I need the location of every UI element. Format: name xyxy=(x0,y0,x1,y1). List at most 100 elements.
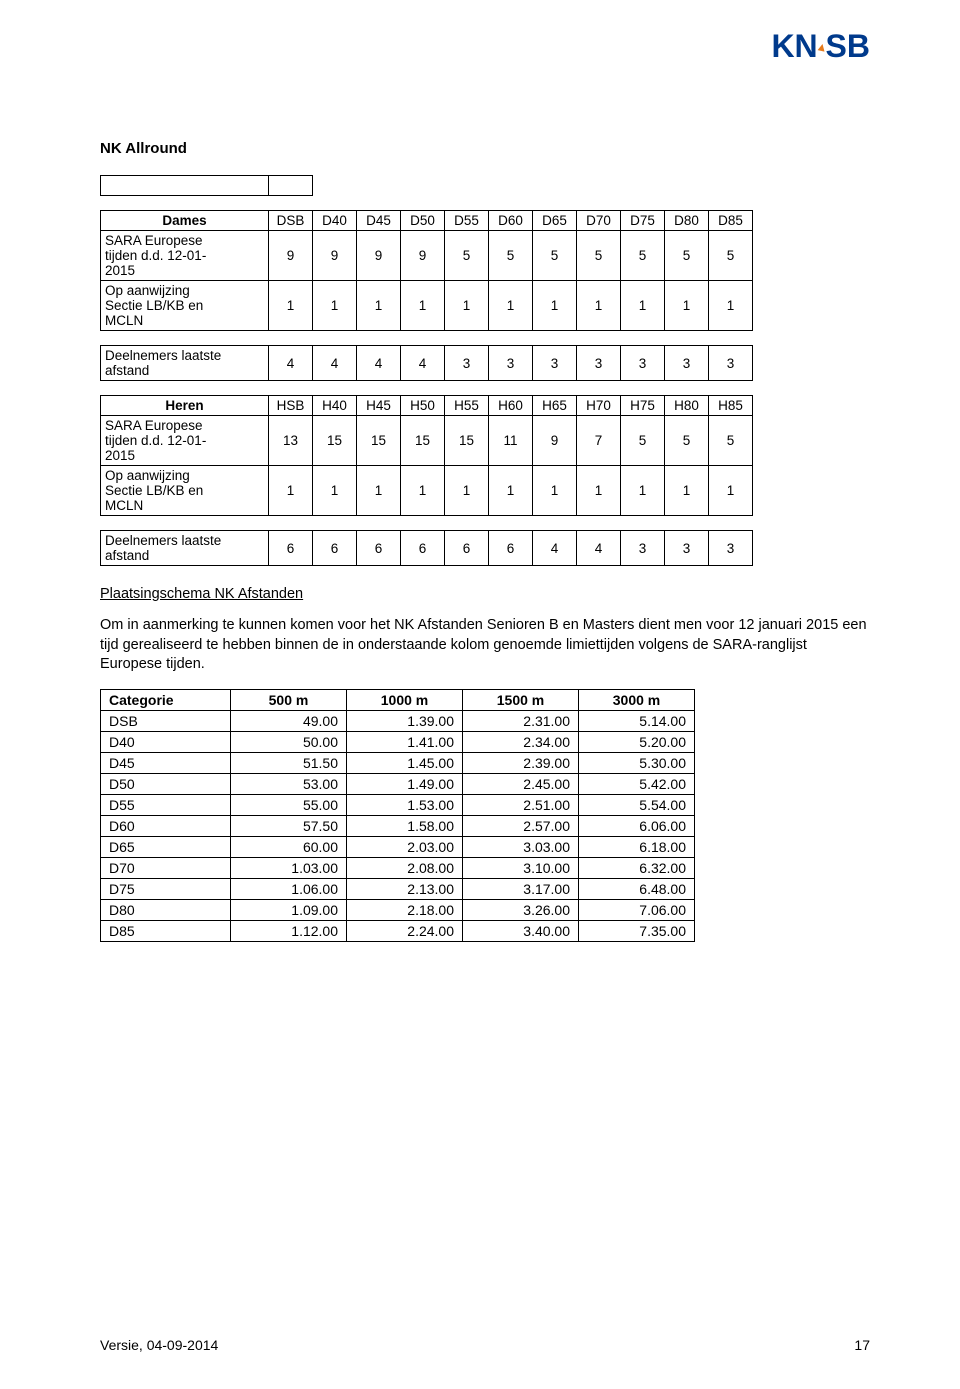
column-header: D65 xyxy=(533,211,577,231)
column-header: D45 xyxy=(357,211,401,231)
category-cell: D75 xyxy=(101,878,231,899)
time-cell: 2.57.00 xyxy=(463,815,579,836)
time-cell: 6.18.00 xyxy=(579,836,695,857)
table-cell: 6 xyxy=(401,531,445,566)
table-cell: 1 xyxy=(489,281,533,331)
heren-last-table: Deelnemers laatsteafstand66666644333 xyxy=(100,530,753,566)
table-cell: 1 xyxy=(533,466,577,516)
table-cell: 4 xyxy=(577,531,621,566)
time-cell: 3.26.00 xyxy=(463,899,579,920)
time-cell: 6.48.00 xyxy=(579,878,695,899)
column-header: D85 xyxy=(709,211,753,231)
category-cell: D60 xyxy=(101,815,231,836)
row-label: SARA Europesetijden d.d. 12-01-2015 xyxy=(101,231,269,281)
table-cell: 9 xyxy=(401,231,445,281)
time-cell: 50.00 xyxy=(231,731,347,752)
time-cell: 1.45.00 xyxy=(347,752,463,773)
column-header: H55 xyxy=(445,396,489,416)
column-header: H75 xyxy=(621,396,665,416)
table-cell: 1 xyxy=(401,281,445,331)
row-label: Deelnemers laatsteafstand xyxy=(101,531,269,566)
table-cell: 1 xyxy=(401,466,445,516)
table-cell: 1 xyxy=(577,281,621,331)
category-cell: D45 xyxy=(101,752,231,773)
time-cell: 2.08.00 xyxy=(347,857,463,878)
time-cell: 53.00 xyxy=(231,773,347,794)
logo: KN▲SB xyxy=(771,30,870,62)
table-cell: 3 xyxy=(709,346,753,381)
column-header: 1000 m xyxy=(347,689,463,710)
category-cell: D50 xyxy=(101,773,231,794)
table-cell: 1 xyxy=(709,466,753,516)
time-cell: 7.35.00 xyxy=(579,920,695,941)
category-cell: DSB xyxy=(101,710,231,731)
table-cell: 5 xyxy=(445,231,489,281)
time-cell: 5.30.00 xyxy=(579,752,695,773)
table-cell: 5 xyxy=(621,231,665,281)
table-cell: 3 xyxy=(533,346,577,381)
table-cell: 11 xyxy=(489,416,533,466)
table-cell: 4 xyxy=(269,346,313,381)
category-cell: D40 xyxy=(101,731,231,752)
time-cell: 1.03.00 xyxy=(231,857,347,878)
dames-table: DamesDSBD40D45D50D55D60D65D70D75D80D85SA… xyxy=(100,210,753,331)
table-cell: 4 xyxy=(357,346,401,381)
table-cell: 6 xyxy=(445,531,489,566)
table-cell: 1 xyxy=(665,281,709,331)
column-header: D80 xyxy=(665,211,709,231)
column-header: H50 xyxy=(401,396,445,416)
table-cell: 1 xyxy=(665,466,709,516)
dames-last-table: Deelnemers laatsteafstand44443333333 xyxy=(100,345,753,381)
row-label: Op aanwijzingSectie LB/KB enMCLN xyxy=(101,281,269,331)
table-cell: 1 xyxy=(621,466,665,516)
footer: Versie, 04-09-2014 17 xyxy=(100,1337,870,1353)
table-cell: 1 xyxy=(709,281,753,331)
time-cell: 2.24.00 xyxy=(347,920,463,941)
table-cell: 15 xyxy=(357,416,401,466)
row-label: Op aanwijzingSectie LB/KB enMCLN xyxy=(101,466,269,516)
column-header: 1500 m xyxy=(463,689,579,710)
subheading: Plaatsingschema NK Afstanden xyxy=(100,586,870,602)
time-cell: 1.06.00 xyxy=(231,878,347,899)
time-cell: 5.42.00 xyxy=(579,773,695,794)
table-cell: 3 xyxy=(709,531,753,566)
table-cell: 1 xyxy=(269,466,313,516)
table-cell: 9 xyxy=(313,231,357,281)
time-cell: 51.50 xyxy=(231,752,347,773)
table-cell: 3 xyxy=(577,346,621,381)
time-cell: 1.58.00 xyxy=(347,815,463,836)
table-cell: 1 xyxy=(269,281,313,331)
time-cell: 1.09.00 xyxy=(231,899,347,920)
table-cell: 9 xyxy=(269,231,313,281)
table-cell: 5 xyxy=(665,231,709,281)
dames-spacer-table xyxy=(100,175,313,196)
table-cell: 1 xyxy=(357,281,401,331)
row-label: Deelnemers laatsteafstand xyxy=(101,346,269,381)
time-cell: 2.31.00 xyxy=(463,710,579,731)
row-header-label: Dames xyxy=(101,211,269,231)
table-cell: 1 xyxy=(489,466,533,516)
time-cell: 5.14.00 xyxy=(579,710,695,731)
table-cell: 1 xyxy=(313,466,357,516)
category-cell: D85 xyxy=(101,920,231,941)
table-cell: 3 xyxy=(665,346,709,381)
column-header: 3000 m xyxy=(579,689,695,710)
footer-page-number: 17 xyxy=(854,1337,870,1353)
column-header: HSB xyxy=(269,396,313,416)
time-cell: 60.00 xyxy=(231,836,347,857)
table-cell: 5 xyxy=(709,231,753,281)
time-cell: 55.00 xyxy=(231,794,347,815)
time-cell: 6.06.00 xyxy=(579,815,695,836)
time-cell: 2.03.00 xyxy=(347,836,463,857)
table-cell: 1 xyxy=(621,281,665,331)
time-cell: 2.39.00 xyxy=(463,752,579,773)
category-cell: D65 xyxy=(101,836,231,857)
column-header: H40 xyxy=(313,396,357,416)
time-cell: 2.13.00 xyxy=(347,878,463,899)
table-cell: 3 xyxy=(621,531,665,566)
time-cell: 7.06.00 xyxy=(579,899,695,920)
table-cell: 15 xyxy=(445,416,489,466)
time-cell: 3.03.00 xyxy=(463,836,579,857)
time-cell: 57.50 xyxy=(231,815,347,836)
table-cell: 1 xyxy=(313,281,357,331)
